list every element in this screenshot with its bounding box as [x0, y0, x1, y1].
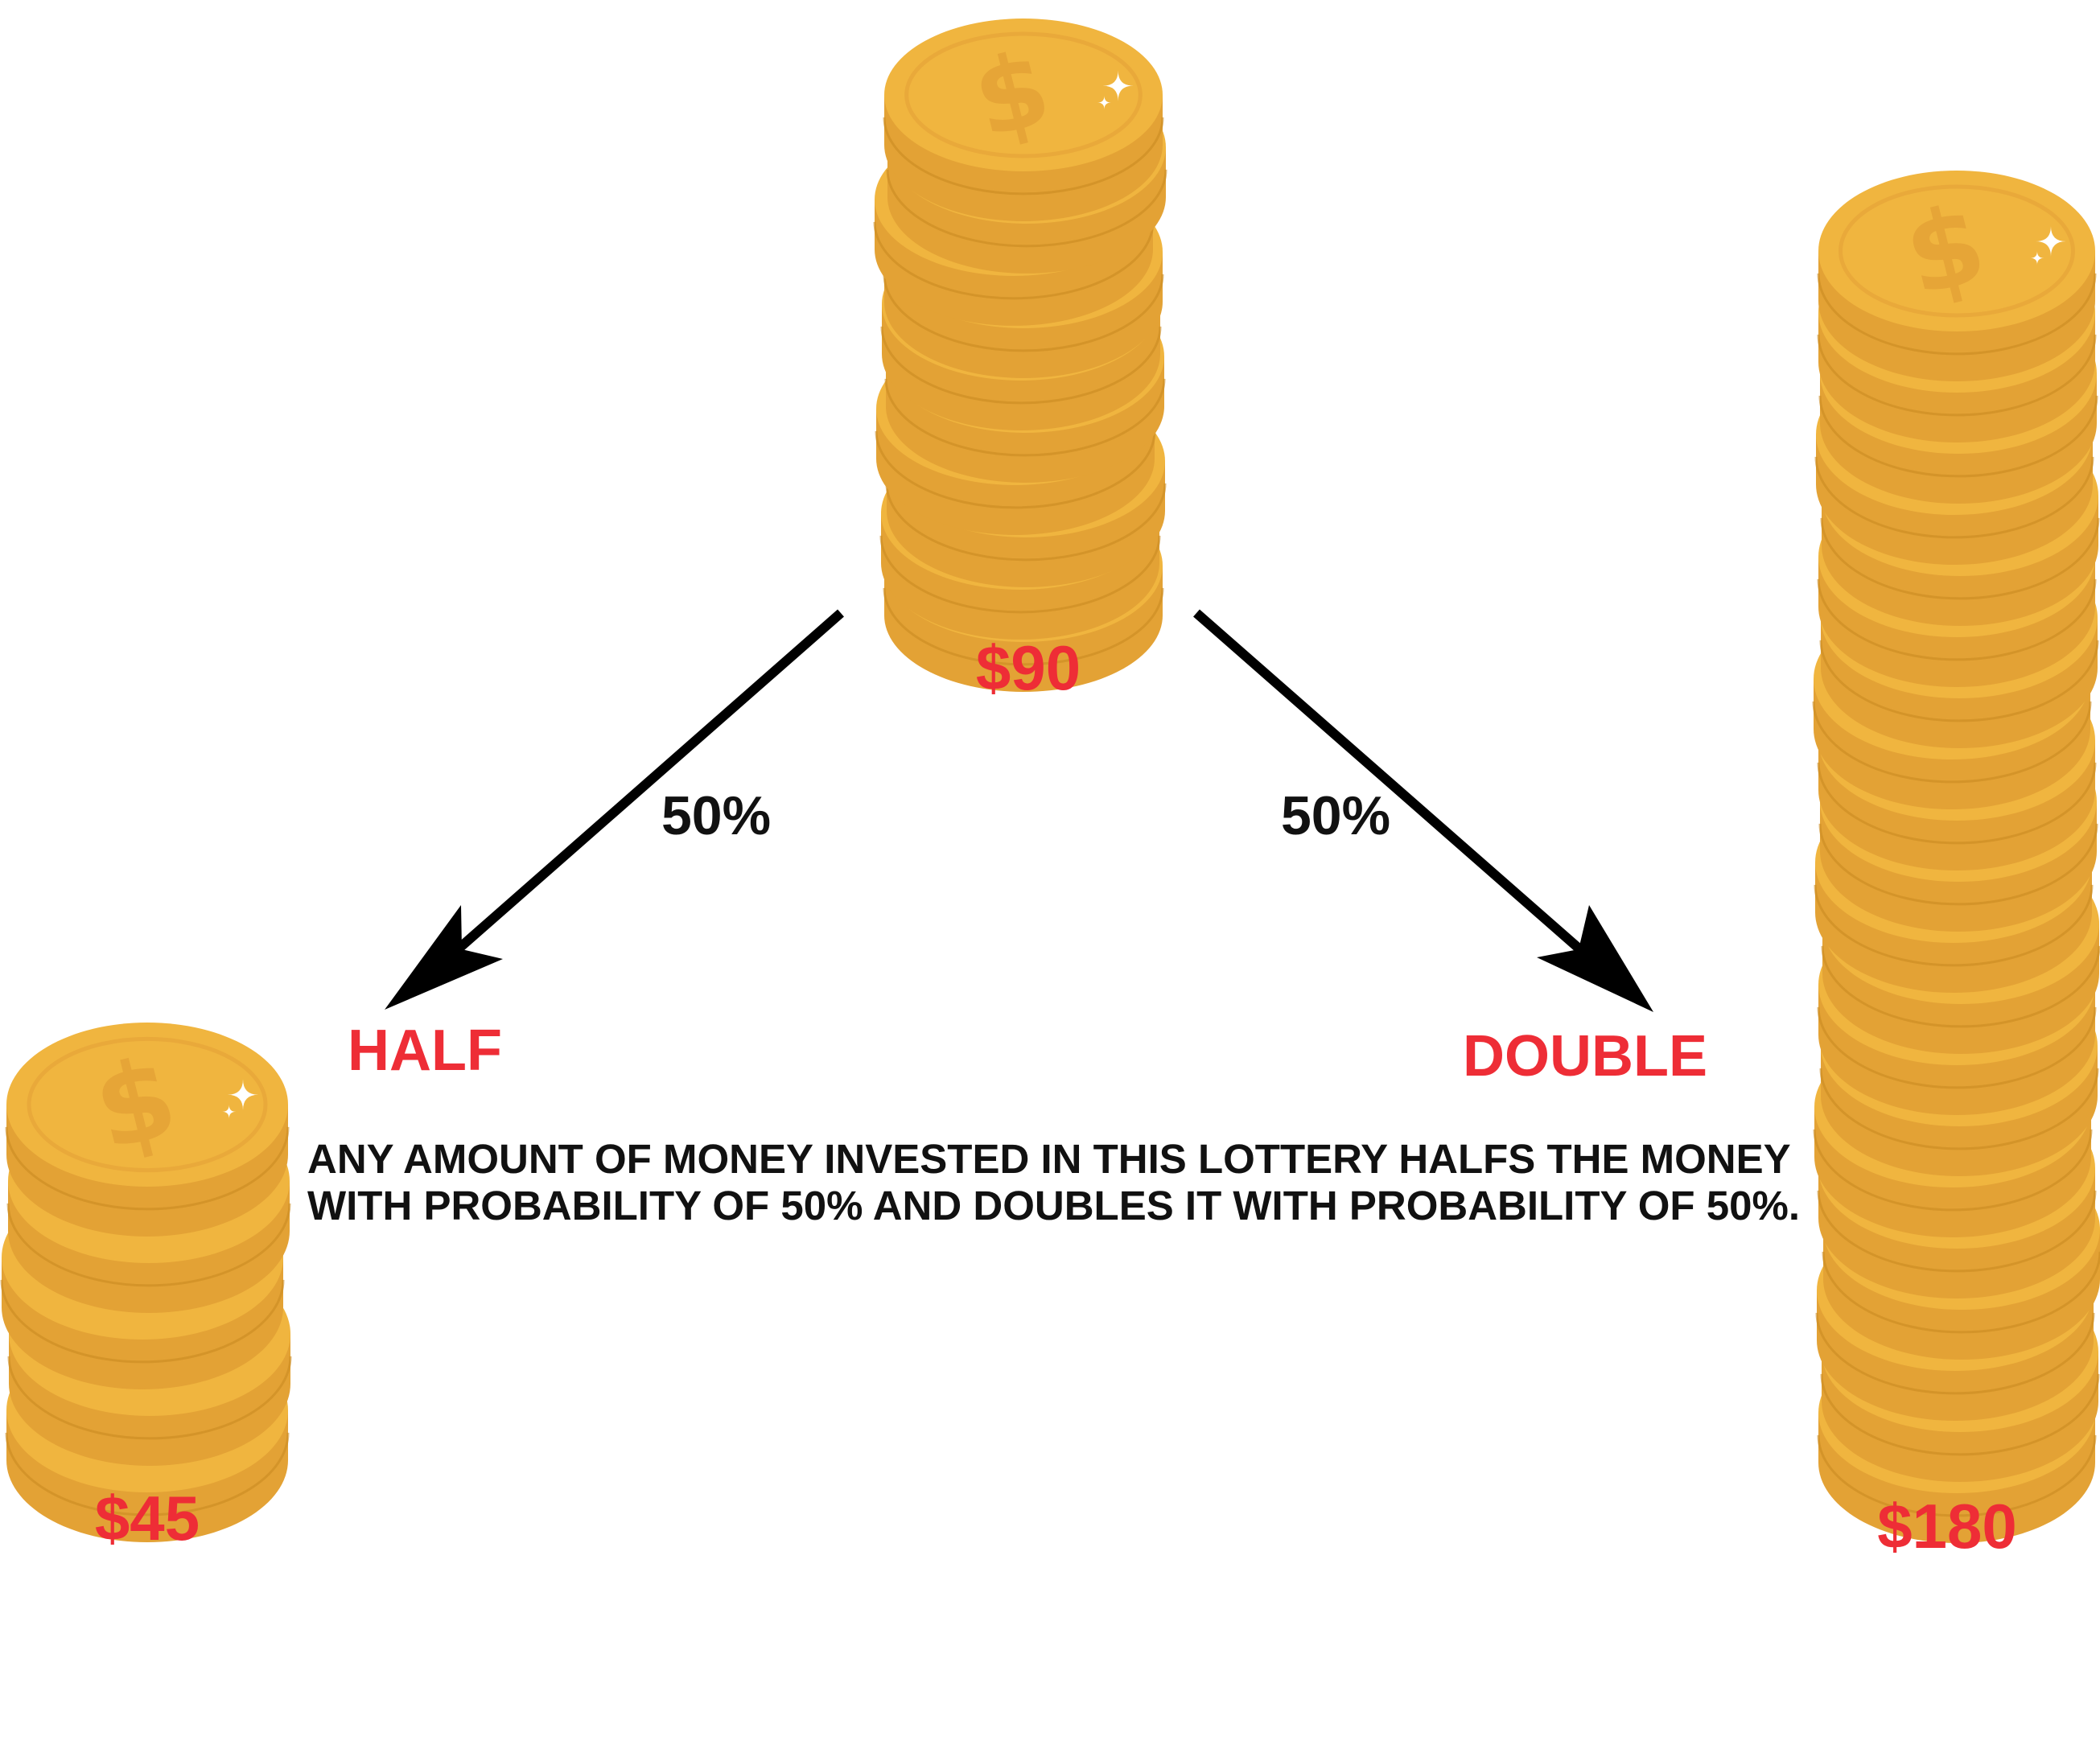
- arrow-down-right-icon: [1193, 609, 1653, 1012]
- sparkle-icon: [2030, 226, 2066, 265]
- coin-stack-half: $: [0, 1023, 292, 1542]
- sparkle-icon: [1097, 70, 1134, 110]
- half-outcome-label: HALF: [348, 1019, 502, 1083]
- description: ANY AMOUNT OF MONEY INVESTED IN THIS LOT…: [307, 1136, 1800, 1229]
- sparkle-icon: [222, 1079, 259, 1119]
- right-probability: 50%: [1280, 785, 1391, 846]
- dollar-coin-icon: $: [1817, 171, 2097, 381]
- description-line-1: ANY AMOUNT OF MONEY INVESTED IN THIS LOT…: [307, 1136, 1791, 1182]
- left-probability: 50%: [661, 785, 772, 846]
- dollar-coin-icon: $: [883, 19, 1164, 221]
- half-amount: $45: [94, 1483, 200, 1554]
- double-outcome-label: DOUBLE: [1463, 1024, 1707, 1088]
- dollar-coin-icon: $: [5, 1023, 290, 1237]
- arrow-down-left-icon: [385, 609, 844, 1010]
- coin-stack-start: $: [873, 19, 1167, 692]
- description-line-2: WITH PROBABILITY OF 50% AND DOUBLES IT W…: [307, 1183, 1801, 1228]
- coin-stack-double: $: [1812, 171, 2100, 1543]
- double-amount: $180: [1877, 1491, 2017, 1562]
- start-amount: $90: [975, 632, 1081, 703]
